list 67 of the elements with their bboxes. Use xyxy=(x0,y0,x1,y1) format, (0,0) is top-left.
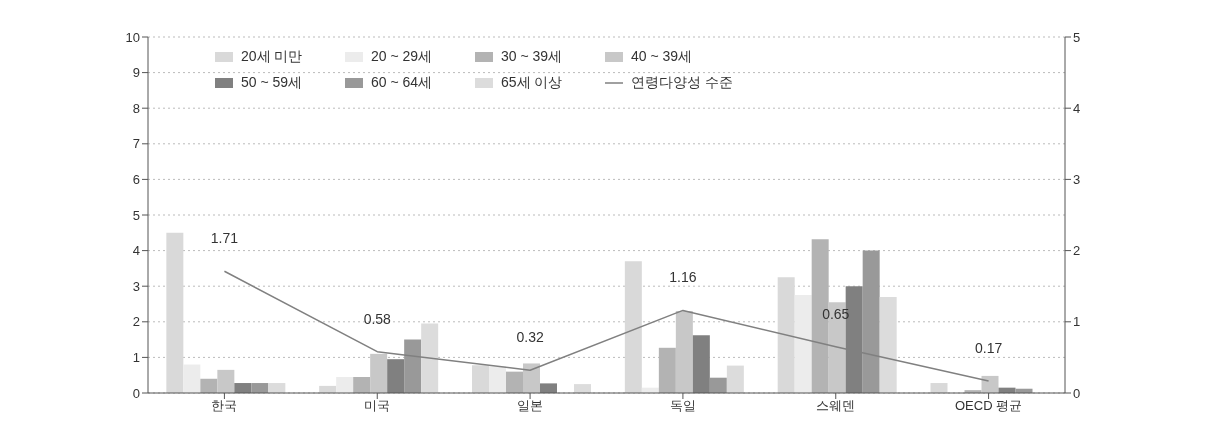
data-label: 0.17 xyxy=(974,339,1003,356)
bar xyxy=(675,311,693,393)
bar xyxy=(862,250,880,393)
bar xyxy=(268,383,286,393)
bar xyxy=(166,232,184,393)
y2-tick-label: 3 xyxy=(1073,172,1081,188)
bar xyxy=(353,376,371,393)
x-tick-label: 한국 xyxy=(211,398,238,414)
y2-tick-label: 2 xyxy=(1073,243,1081,259)
data-label: 0.58 xyxy=(363,310,392,327)
bar xyxy=(506,371,524,393)
bar xyxy=(183,364,201,393)
y-tick-label: 7 xyxy=(132,136,140,152)
legend-label: 60 ~ 64세 xyxy=(371,74,433,92)
bar xyxy=(692,335,710,393)
bar xyxy=(523,363,541,393)
y-tick-label: 6 xyxy=(132,172,140,188)
legend-label: 40 ~ 39세 xyxy=(631,48,693,66)
y2-tick-label: 4 xyxy=(1073,100,1081,116)
y-tick-label: 4 xyxy=(132,243,140,259)
bar xyxy=(574,384,592,393)
bar xyxy=(217,369,235,393)
y2-tick-label: 1 xyxy=(1073,314,1081,330)
bar xyxy=(472,365,490,393)
bar xyxy=(234,383,252,393)
bar xyxy=(540,383,558,393)
bar xyxy=(794,295,812,393)
bar xyxy=(981,375,999,393)
bar xyxy=(336,376,354,393)
x-tick-label: 독일 xyxy=(669,398,696,414)
y-tick-label: 0 xyxy=(132,385,140,401)
x-tick-label: OECD 평균 xyxy=(955,398,1023,414)
legend-label: 20세 미만 xyxy=(241,48,303,66)
legend-label: 65세 이상 xyxy=(501,74,563,92)
data-label: 0.32 xyxy=(516,329,544,346)
y2-tick-label: 0 xyxy=(1073,385,1081,401)
bar xyxy=(624,261,642,393)
bar xyxy=(200,378,218,393)
bar xyxy=(709,377,727,393)
y-tick-label: 10 xyxy=(125,29,140,45)
x-tick-label: 스웨덴 xyxy=(816,398,856,414)
y-tick-label: 9 xyxy=(132,65,140,81)
legend-label: 50 ~ 59세 xyxy=(241,74,303,92)
y2-tick-label: 5 xyxy=(1073,29,1081,45)
y-tick-label: 1 xyxy=(132,350,140,366)
x-tick-label: 일본 xyxy=(517,398,544,414)
bar xyxy=(404,339,422,393)
bar xyxy=(726,365,744,393)
legend-label: 30 ~ 39세 xyxy=(501,48,563,66)
bar xyxy=(421,323,439,393)
y-tick-label: 2 xyxy=(132,314,140,330)
legend-label: 20 ~ 29세 xyxy=(371,48,433,66)
bar xyxy=(930,383,948,393)
y-tick-label: 5 xyxy=(132,207,140,223)
y-tick-label: 8 xyxy=(132,100,140,116)
data-label: 1.71 xyxy=(210,230,239,247)
bar xyxy=(777,277,795,393)
legend-label: 연령다양성 수준 xyxy=(631,74,733,92)
y-tick-label: 3 xyxy=(132,278,140,294)
bar xyxy=(387,359,405,393)
x-tick-label: 미국 xyxy=(364,398,391,414)
data-label: 0.65 xyxy=(822,305,850,322)
bar xyxy=(879,296,897,393)
bar xyxy=(370,353,388,393)
bar xyxy=(489,366,507,393)
bar xyxy=(251,383,269,393)
data-label: 1.16 xyxy=(669,269,697,286)
